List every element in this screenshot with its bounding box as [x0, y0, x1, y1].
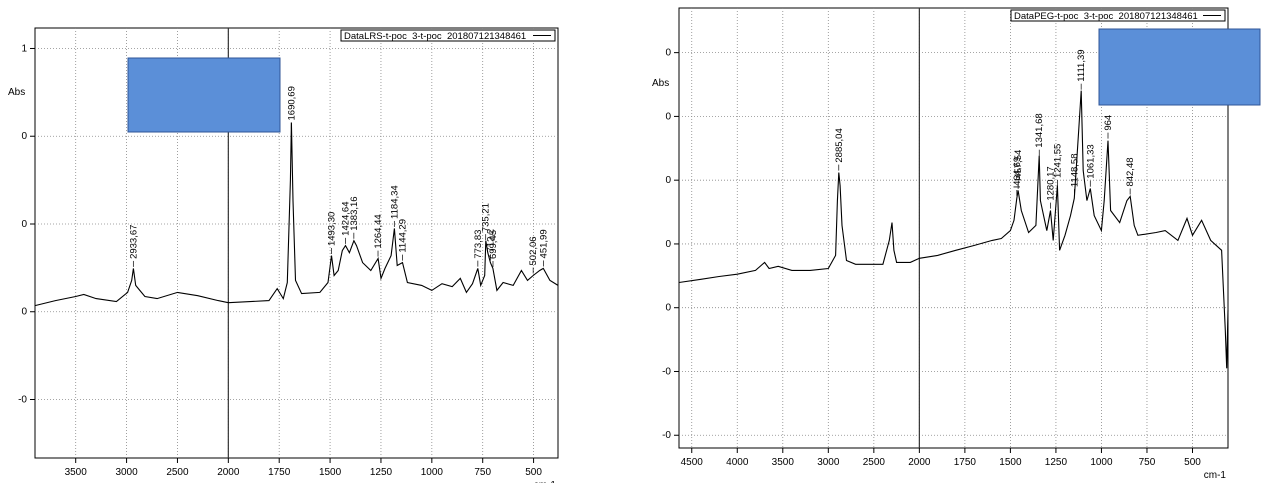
peak-label: 1341,68 — [1034, 113, 1045, 147]
y-tick-label: 0 — [21, 307, 27, 318]
plot-frame — [678, 7, 1229, 449]
y-tick-label: -0 — [18, 394, 27, 405]
x-tick-label: 1500 — [999, 457, 1022, 468]
y-tick-label: 0 — [665, 303, 671, 314]
x-tick-label: 3000 — [115, 467, 138, 478]
y-axis-label: Abs — [652, 78, 669, 89]
x-tick-label: 1000 — [1090, 457, 1113, 468]
x-tick-label: 3500 — [65, 467, 88, 478]
y-tick-label: 0 — [665, 48, 671, 59]
x-tick-label: 750 — [474, 467, 491, 478]
x-tick-label: 1250 — [1045, 457, 1068, 468]
x-tick-label: 3000 — [817, 457, 840, 468]
x-tick-label: 4000 — [726, 457, 749, 468]
peak-label: 842,48 — [1125, 157, 1136, 186]
peak-label: 2885,04 — [834, 128, 845, 162]
peak-label: 1690,69 — [286, 86, 297, 120]
peak-label: l457,54 — [1013, 150, 1024, 181]
x-tick-label: 1750 — [954, 457, 977, 468]
x-tick-label: 750 — [1139, 457, 1156, 468]
x-tick-label: 2000 — [908, 457, 931, 468]
x-tick-label: 3500 — [772, 457, 795, 468]
overlay-box — [1098, 28, 1261, 106]
x-tick-label: 500 — [525, 467, 542, 478]
x-tick-label: 1250 — [370, 467, 393, 478]
x-axis-label: cm-1 — [1204, 470, 1227, 481]
peak-label: 735,21 — [481, 203, 492, 232]
peak-label: 1184,34 — [389, 185, 400, 219]
peak-label: 1280,17 — [1045, 166, 1056, 200]
legend-box — [1010, 9, 1226, 22]
x-tick-label: 2500 — [863, 457, 886, 468]
legend-label: DataPEG-t-poc_3-t-poc_201807121348461 — [1014, 11, 1198, 22]
peak-label: 1148,58 — [1069, 154, 1080, 188]
x-tick-label: 1750 — [268, 467, 291, 478]
y-tick-label: 0 — [665, 239, 671, 250]
peak-label: 699,45 — [488, 230, 499, 259]
peak-label: 1111,39 — [1076, 49, 1087, 81]
peak-label: l464,69 — [1012, 157, 1023, 188]
plot-frame — [34, 27, 559, 459]
y-tick-label: -0 — [662, 366, 671, 377]
y-axis-label: Abs — [8, 87, 25, 98]
peak-label: 1493,30 — [326, 212, 337, 246]
peak-label: 1144,29 — [397, 219, 408, 253]
y-tick-label: 0 — [21, 131, 27, 142]
peak-label: 1383,16 — [349, 196, 360, 230]
spectrum-line — [678, 90, 1229, 369]
peak-label: 712,2 — [485, 229, 496, 253]
peak-label: 1061,33 — [1085, 144, 1096, 178]
y-tick-label: -0 — [662, 430, 671, 441]
x-tick-label: 4500 — [681, 457, 704, 468]
legend: DataPEG-t-poc_3-t-poc_201807121348461 — [1010, 9, 1226, 22]
x-tick-label: 1000 — [421, 467, 444, 478]
y-tick-label: 1 — [21, 43, 27, 54]
x-tick-label: 2000 — [217, 467, 240, 478]
peak-label: 1424,64 — [340, 201, 351, 235]
peak-label: 451,99 — [538, 229, 549, 258]
y-tick-label: 0 — [665, 175, 671, 186]
y-tick-label: 0 — [21, 219, 27, 230]
peak-label: 773,83 — [473, 230, 484, 259]
peak-label: 502,06 — [528, 236, 539, 265]
y-tick-label: 0 — [665, 111, 671, 122]
peak-label: 1241,55 — [1052, 144, 1063, 178]
peak-label: 1264,44 — [373, 214, 384, 248]
x-tick-label: 2500 — [166, 467, 189, 478]
x-tick-label: 1500 — [319, 467, 342, 478]
peak-label: 964 — [1103, 115, 1114, 131]
overlay-box — [127, 57, 281, 133]
legend-label: DataLRS-t-poc_3-t-poc_201807121348461 — [344, 31, 526, 42]
spectrum-line — [34, 122, 559, 307]
legend-box — [340, 29, 556, 42]
legend: DataLRS-t-poc_3-t-poc_201807121348461 — [340, 29, 556, 42]
peak-label: 2933,67 — [128, 225, 139, 259]
x-tick-label: 500 — [1184, 457, 1201, 468]
